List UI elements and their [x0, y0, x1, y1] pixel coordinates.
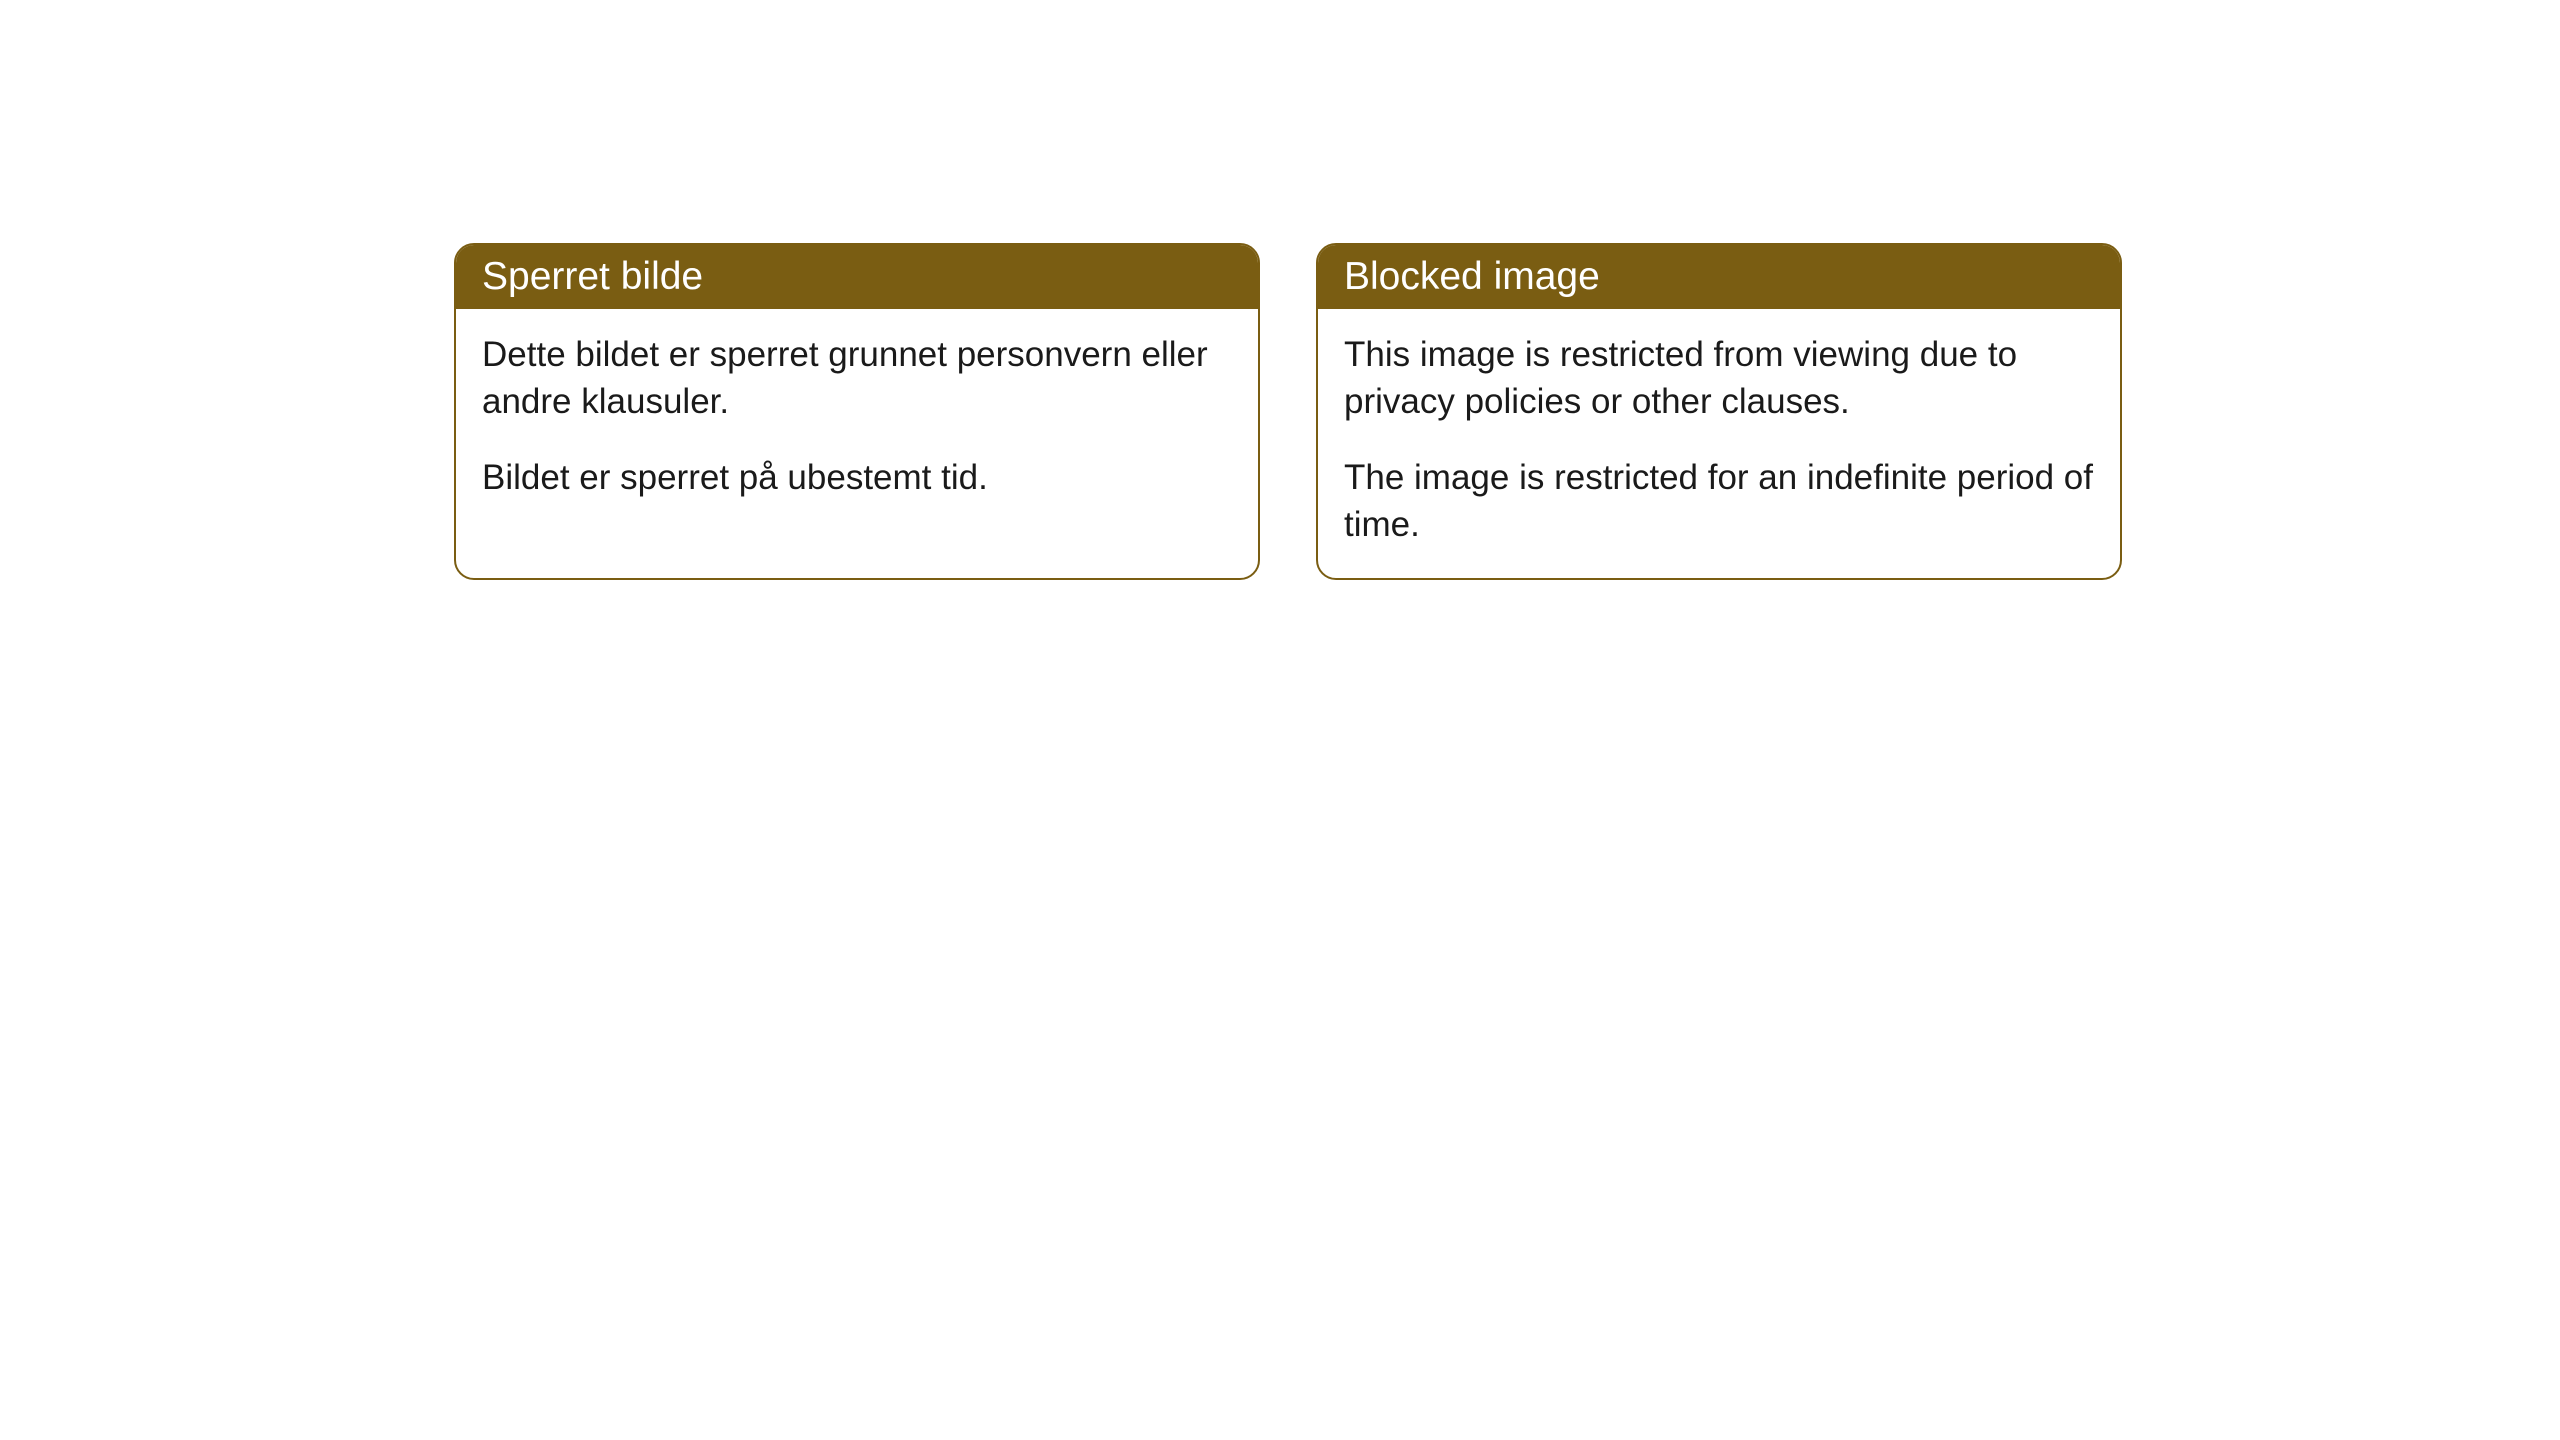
- notice-paragraph: Dette bildet er sperret grunnet personve…: [482, 331, 1232, 426]
- card-body: This image is restricted from viewing du…: [1318, 309, 2120, 578]
- notice-paragraph: The image is restricted for an indefinit…: [1344, 454, 2094, 549]
- card-header: Sperret bilde: [456, 245, 1258, 309]
- notice-card-english: Blocked image This image is restricted f…: [1316, 243, 2122, 580]
- card-header: Blocked image: [1318, 245, 2120, 309]
- notice-card-norwegian: Sperret bilde Dette bildet er sperret gr…: [454, 243, 1260, 580]
- notice-paragraph: Bildet er sperret på ubestemt tid.: [482, 454, 1232, 501]
- notice-paragraph: This image is restricted from viewing du…: [1344, 331, 2094, 426]
- notice-container: Sperret bilde Dette bildet er sperret gr…: [0, 0, 2560, 580]
- card-body: Dette bildet er sperret grunnet personve…: [456, 309, 1258, 531]
